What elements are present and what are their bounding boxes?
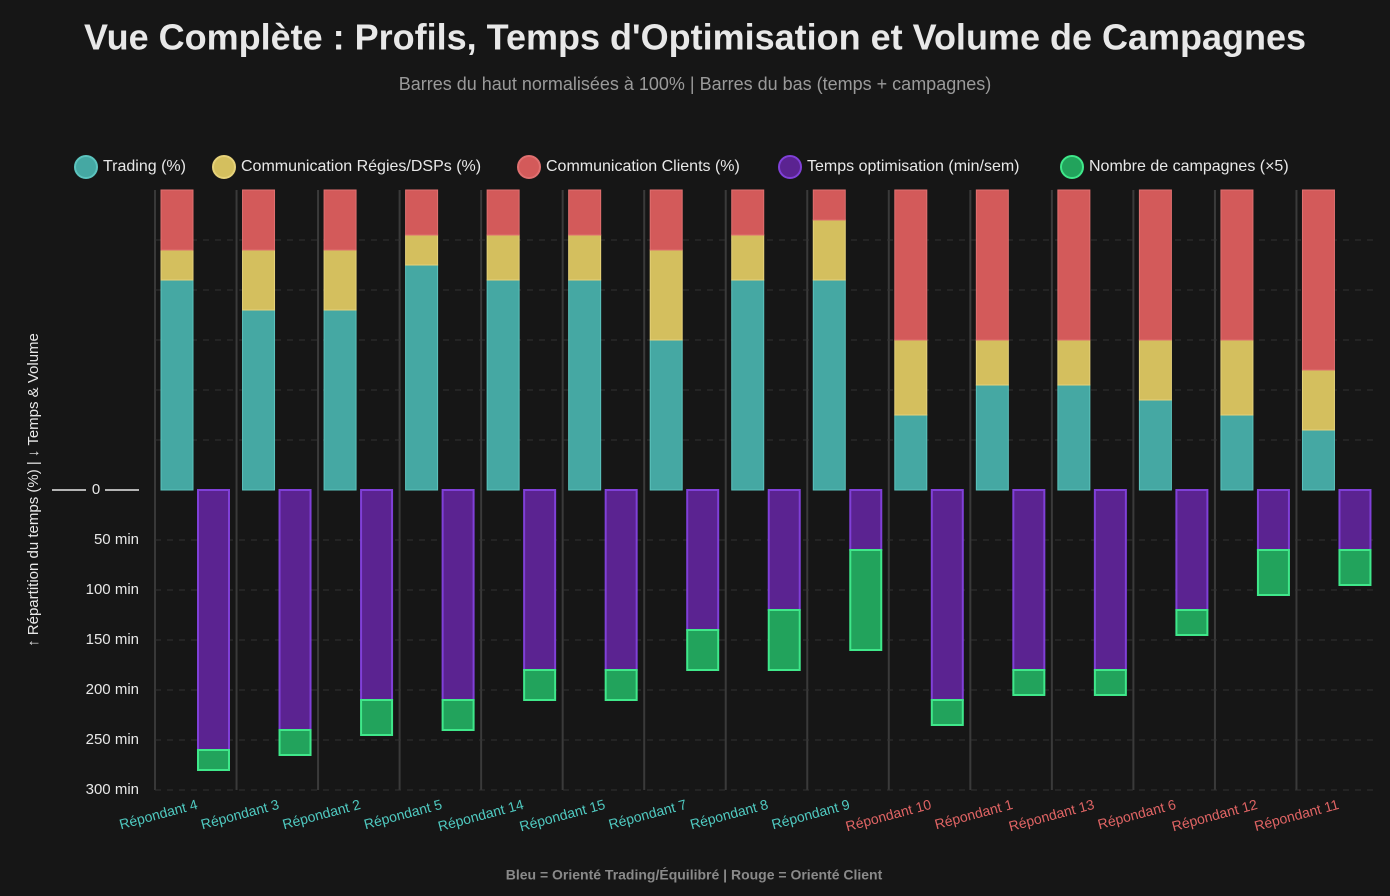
top-bar-segment bbox=[975, 384, 1009, 491]
bottom-bar-segment bbox=[849, 489, 883, 551]
legend-swatch bbox=[778, 155, 802, 179]
top-bar-segment bbox=[812, 279, 846, 491]
top-bar-segment bbox=[568, 189, 602, 236]
top-bar-segment bbox=[486, 234, 520, 281]
bottom-bar-segment bbox=[767, 489, 801, 611]
top-bar-segment bbox=[323, 189, 357, 251]
chart-title: Vue Complète : Profils, Temps d'Optimisa… bbox=[84, 17, 1306, 58]
bottom-bar-segment bbox=[197, 489, 230, 751]
top-bar-segment bbox=[1220, 414, 1254, 491]
bottom-bar-segment bbox=[278, 729, 312, 756]
bottom-bar-segment bbox=[1338, 549, 1372, 586]
legend-swatch bbox=[1060, 155, 1084, 179]
chart-subtitle: Barres du haut normalisées à 100% | Barr… bbox=[399, 74, 991, 94]
bottom-bar-segment bbox=[360, 699, 394, 736]
legend-swatch bbox=[517, 155, 541, 179]
top-bar-segment bbox=[731, 234, 765, 281]
bottom-bar-segment bbox=[1093, 489, 1127, 671]
bottom-bar-segment bbox=[686, 489, 720, 631]
top-bar-segment bbox=[160, 189, 194, 251]
bottom-bar-segment bbox=[1338, 489, 1372, 551]
bottom-bar-segment bbox=[441, 699, 475, 731]
bottom-bar-segment bbox=[1175, 489, 1209, 611]
top-bar-segment bbox=[323, 309, 357, 491]
bottom-bar-segment bbox=[360, 489, 394, 701]
top-bar-segment bbox=[405, 264, 439, 491]
bottom-bar-segment bbox=[197, 749, 230, 771]
y-axis-label: ↑ Répartition du temps (%) | ↓ Temps & V… bbox=[25, 333, 42, 647]
bottom-bar-segment bbox=[686, 629, 720, 671]
bottom-bar-segment bbox=[604, 489, 638, 671]
footer-note: Bleu = Orienté Trading/Équilibré | Rouge… bbox=[506, 867, 883, 883]
legend-label: Nombre de campagnes (×5) bbox=[1089, 158, 1289, 175]
y-tick-label: 50 min bbox=[94, 531, 139, 548]
top-bar-segment bbox=[160, 279, 194, 491]
bottom-bar-segment bbox=[930, 489, 964, 701]
legend-label: Communication Régies/DSPs (%) bbox=[241, 158, 481, 175]
top-bar-segment bbox=[731, 189, 765, 236]
legend-swatch bbox=[74, 155, 98, 179]
y-tick-label: 200 min bbox=[86, 681, 139, 698]
top-bar-segment bbox=[1301, 369, 1335, 431]
top-bar-segment bbox=[894, 189, 928, 341]
bottom-bar-segment bbox=[523, 669, 557, 701]
bottom-bar-segment bbox=[523, 489, 557, 671]
bottom-bar-segment bbox=[1093, 669, 1127, 696]
bottom-bar-segment bbox=[1012, 489, 1046, 671]
top-bar-segment bbox=[1301, 189, 1335, 371]
top-bar-segment bbox=[1057, 384, 1091, 491]
bottom-bar-segment bbox=[1012, 669, 1046, 696]
top-bar-segment bbox=[242, 189, 276, 251]
top-bar-segment bbox=[1138, 399, 1172, 491]
top-bar-segment bbox=[405, 234, 439, 266]
bottom-bar-segment bbox=[930, 699, 964, 726]
bottom-bar-segment bbox=[1256, 549, 1290, 596]
top-bar-segment bbox=[1138, 189, 1172, 341]
top-bar-segment bbox=[568, 279, 602, 491]
top-bar-segment bbox=[731, 279, 765, 491]
top-bar-segment bbox=[975, 189, 1009, 341]
top-bar-segment bbox=[975, 339, 1009, 386]
top-bar-segment bbox=[568, 234, 602, 281]
top-bar-segment bbox=[649, 249, 683, 341]
bottom-bar-segment bbox=[278, 489, 312, 731]
top-bar-segment bbox=[812, 189, 846, 221]
y-tick-label: 0 bbox=[92, 481, 100, 498]
y-tick-label: 250 min bbox=[86, 731, 139, 748]
legend-label: Communication Clients (%) bbox=[546, 158, 740, 175]
legend-label: Trading (%) bbox=[103, 158, 186, 175]
bottom-bar-segment bbox=[1256, 489, 1290, 551]
top-bar-segment bbox=[242, 309, 276, 491]
top-bar-segment bbox=[1220, 189, 1254, 341]
bottom-bar-segment bbox=[1175, 609, 1209, 636]
top-bar-segment bbox=[323, 249, 357, 311]
top-bar-segment bbox=[486, 279, 520, 491]
bottom-bar-segment bbox=[849, 549, 883, 651]
top-bar-segment bbox=[242, 249, 276, 311]
top-bar-segment bbox=[649, 189, 683, 251]
top-bar-segment bbox=[894, 339, 928, 416]
top-bar-segment bbox=[1220, 339, 1254, 416]
top-bar-segment bbox=[812, 219, 846, 281]
y-tick-label: 100 min bbox=[86, 581, 139, 598]
y-tick-label: 150 min bbox=[86, 631, 139, 648]
bottom-bar-segment bbox=[767, 609, 801, 671]
top-bar-segment bbox=[1057, 189, 1091, 341]
top-bar-segment bbox=[894, 414, 928, 491]
top-bar-segment bbox=[1057, 339, 1091, 386]
top-bar-segment bbox=[405, 189, 439, 236]
top-bar-segment bbox=[1138, 339, 1172, 401]
bottom-bar-segment bbox=[604, 669, 638, 701]
legend-swatch bbox=[212, 155, 236, 179]
top-bar-segment bbox=[1301, 429, 1335, 491]
top-bar-segment bbox=[486, 189, 520, 236]
top-bar-segment bbox=[649, 339, 683, 491]
bottom-bar-segment bbox=[441, 489, 475, 701]
top-bar-segment bbox=[160, 249, 194, 281]
legend-label: Temps optimisation (min/sem) bbox=[807, 158, 1020, 175]
y-tick-label: 300 min bbox=[86, 781, 139, 798]
